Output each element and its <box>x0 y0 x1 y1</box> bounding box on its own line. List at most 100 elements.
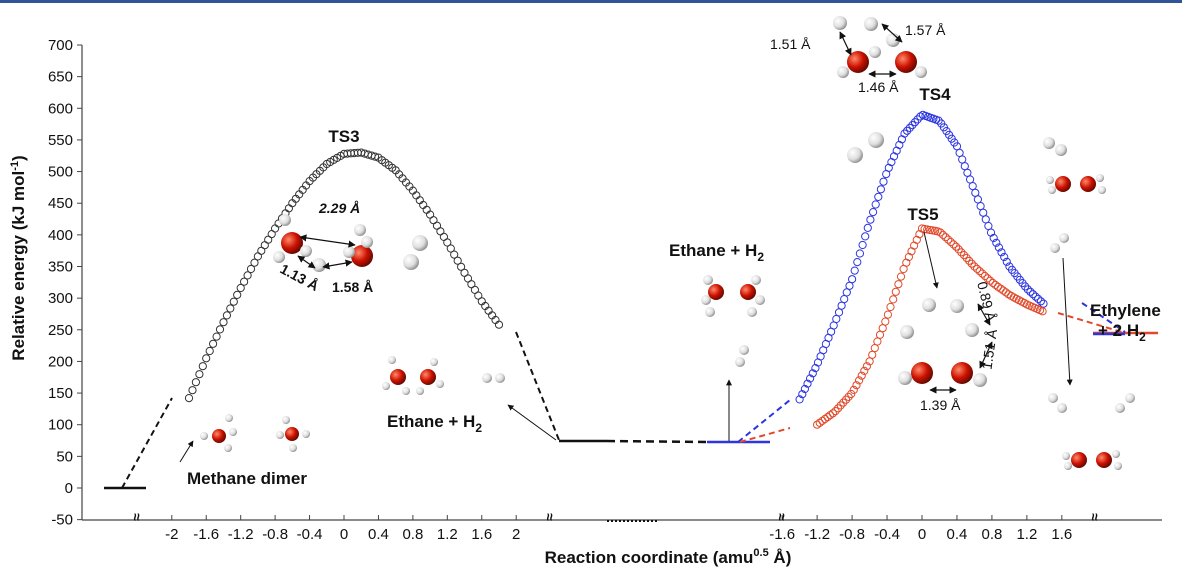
y-axis-title: Relative energy (kJ mol-1) <box>9 155 28 360</box>
series-ts3-point <box>229 297 238 306</box>
x-tick-label-left: 0 <box>340 526 348 543</box>
series-ts4-point <box>800 384 810 394</box>
series-ts4-point <box>989 233 998 243</box>
break-mark-right2: ≈ <box>1087 513 1103 521</box>
series-ts3-point <box>212 332 221 341</box>
dist-1-57: 1.57 Å <box>905 22 946 38</box>
series-ts4-point <box>795 395 804 404</box>
series-ts5-point <box>894 280 903 289</box>
series-ts5-point <box>923 225 932 234</box>
series-ts3-point <box>236 283 245 293</box>
series-ts3-point <box>191 378 200 387</box>
series-ts5-point <box>986 276 995 285</box>
break-mark-mid: ≈ <box>542 513 558 521</box>
series-ts5-point <box>949 240 958 249</box>
series-ts4-point <box>934 116 943 125</box>
series-ts4-point <box>798 390 807 399</box>
y-tick-label: 0 <box>65 480 73 497</box>
series-ts4-point <box>973 195 983 204</box>
series-ts5-point <box>938 230 948 239</box>
connector-ethane-gap <box>606 439 708 444</box>
series-ts5-point <box>839 398 848 407</box>
series-ts3-point <box>188 386 197 395</box>
series-ts4-point <box>968 182 977 191</box>
series-ts4-point <box>1021 282 1030 291</box>
series-ts4-point <box>840 295 849 304</box>
series-ts4-point <box>1031 292 1040 301</box>
series-ts4-point <box>992 238 1001 247</box>
series-ts5-point <box>844 392 853 401</box>
series-ts5-point <box>967 259 976 268</box>
series-ts5-point <box>970 262 979 271</box>
series-ts5-point <box>857 371 866 380</box>
dist-1-46: 1.46 Å <box>858 79 899 95</box>
series-ts3-point <box>443 238 452 247</box>
series-ts4-point <box>986 228 996 237</box>
series-ts5-point <box>944 235 953 244</box>
series-ts5-point <box>946 237 955 247</box>
series-ts4-point <box>1026 287 1035 296</box>
x-tick-label-right: 1.2 <box>1016 526 1037 543</box>
series-ts3-point <box>250 258 259 267</box>
series-ts3-point <box>205 346 214 356</box>
series-ts5-point <box>836 401 845 410</box>
series-ts3-point <box>209 339 218 348</box>
series-ts4-point <box>913 115 922 124</box>
series-ts5-point <box>896 272 906 281</box>
series-ts5-point <box>855 376 864 385</box>
series-ts5-point <box>1038 307 1047 316</box>
x-tick-label-right: -1.6 <box>769 526 795 543</box>
series-ts3-point <box>219 318 228 327</box>
series-ts5-point <box>813 420 822 429</box>
x-tick-label-right: 0.8 <box>981 526 1002 543</box>
series-ts5-point <box>828 409 838 418</box>
y-tick-label: 150 <box>48 385 73 402</box>
connector-methane-ts3 <box>121 397 173 489</box>
x-tick-label-left: -1.2 <box>228 526 254 543</box>
label-ts5: TS5 <box>907 205 938 224</box>
series-ts4-point <box>903 126 912 135</box>
series-ts4-point <box>1034 294 1043 303</box>
x-tick-label-right: 0 <box>918 526 926 543</box>
series-ts4-point <box>808 369 817 378</box>
series-ts3-point <box>450 250 459 259</box>
pointer-arrows <box>179 231 1073 463</box>
series-ts5-point <box>952 242 961 251</box>
y-tick-label: 450 <box>48 195 73 212</box>
series-ts5-point <box>815 418 824 427</box>
series-ts4-point <box>879 177 888 186</box>
series-ts4 <box>795 110 1048 404</box>
series-ts5-point <box>891 287 900 296</box>
label-ethylene-line1: Ethylene <box>1090 301 1161 320</box>
molecules <box>200 16 1135 470</box>
series-ts5-point <box>978 269 987 278</box>
series-ts5-point <box>983 274 992 283</box>
connector-ts3-ethane <box>515 331 560 441</box>
series-ts4-point <box>876 185 886 194</box>
series-ts4-point <box>1000 252 1009 262</box>
series-ts3-point <box>240 277 249 286</box>
x-tick-label-right: -0.8 <box>839 526 865 543</box>
series-ts5-point <box>847 389 856 399</box>
label-ethane-h2-mid: Ethane + H2 <box>669 241 764 264</box>
series-ts5-point <box>959 251 969 260</box>
series-ts3-point <box>284 204 293 213</box>
x-tick-label-right: -1.2 <box>804 526 830 543</box>
y-tick-label: 50 <box>56 448 73 465</box>
arrow-ethane-left <box>507 404 557 441</box>
x-tick-label-left: 2 <box>512 526 520 543</box>
series-ts4-point <box>863 223 872 232</box>
series-ts3-point <box>446 244 455 253</box>
arrow-ethylene <box>1062 257 1073 386</box>
series-ts4-point <box>803 379 812 388</box>
series-ts3-point <box>457 262 466 271</box>
y-tick-label: 500 <box>48 164 73 181</box>
dist-1-51-ts5: 1.51 Å <box>978 328 1000 371</box>
series-ts4-point <box>908 121 917 130</box>
series-ts3 <box>184 148 504 403</box>
series-ts3-point <box>202 354 211 363</box>
series-ts5-point <box>886 302 895 312</box>
top-border-bar <box>0 0 1182 3</box>
ts3-structure <box>273 214 428 272</box>
